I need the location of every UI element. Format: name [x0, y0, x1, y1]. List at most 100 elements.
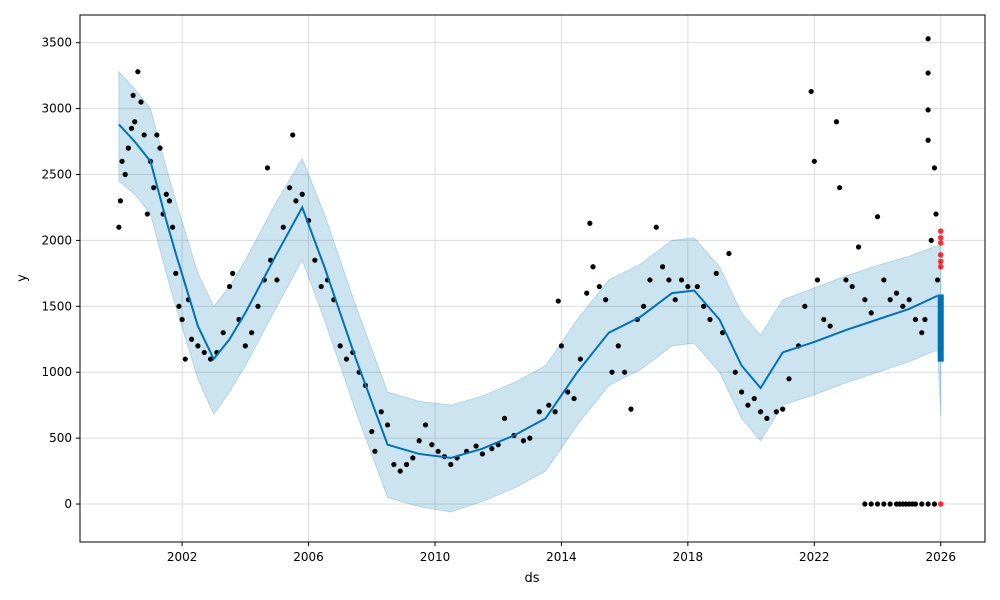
observation-point: [119, 158, 125, 164]
outlier-point: [937, 263, 944, 270]
observation-point: [410, 455, 416, 461]
observation-point: [925, 107, 931, 113]
observation-point: [590, 264, 596, 270]
observation-point: [264, 165, 271, 171]
observation-point: [666, 277, 672, 283]
observation-point: [713, 270, 719, 276]
observation-point: [773, 409, 779, 415]
observation-point: [615, 343, 621, 349]
observation-point: [933, 211, 939, 217]
observation-point: [372, 448, 378, 454]
observation-point: [622, 369, 628, 375]
observation-point: [925, 501, 931, 507]
observation-point: [397, 468, 403, 474]
observation-point: [312, 257, 318, 263]
observation-point: [117, 198, 124, 204]
observation-point: [811, 158, 817, 164]
observation-point: [701, 303, 707, 309]
observation-point: [707, 316, 713, 323]
observation-point: [571, 395, 577, 402]
observation-point: [249, 330, 255, 336]
observation-point: [343, 356, 350, 362]
observation-point: [255, 303, 261, 309]
y-tick-label: 1000: [41, 365, 72, 379]
outlier-point: [937, 240, 944, 246]
observation-point: [874, 501, 881, 507]
axis-ticks: 2002 2006 2010 2014 2018 2022 2026 0 500 1000 1500…: [41, 36, 956, 564]
observation-point: [552, 409, 558, 415]
x-axis-label: ds: [524, 571, 539, 586]
observation-point: [925, 36, 931, 42]
observation-point: [135, 69, 141, 75]
observation-point: [720, 330, 726, 336]
observation-point: [912, 501, 919, 507]
observation-point: [922, 316, 928, 323]
observation-point: [732, 369, 738, 375]
outlier-point: [937, 501, 944, 507]
observation-point: [868, 501, 874, 507]
observation-point: [435, 448, 441, 454]
observation-point: [925, 70, 931, 76]
x-tick-label: 2014: [546, 550, 577, 564]
x-tick-label: 2002: [167, 550, 198, 564]
observation-point: [906, 297, 912, 303]
observation-point: [520, 438, 527, 444]
observation-point: [780, 406, 786, 412]
y-tick-label: 3500: [41, 36, 72, 50]
observation-point: [587, 220, 593, 226]
y-tick-label: 500: [49, 431, 72, 445]
observation-point: [116, 224, 122, 230]
observation-point: [473, 443, 479, 449]
observation-point: [745, 402, 751, 408]
y-tick-label: 3000: [41, 102, 72, 116]
x-tick-label: 2006: [293, 550, 324, 564]
observation-point: [130, 92, 136, 99]
observation-point: [609, 369, 615, 375]
observation-point: [678, 277, 685, 283]
y-tick-label: 2000: [41, 233, 72, 247]
observation-point: [647, 277, 653, 283]
observation-point: [751, 395, 757, 402]
observation-point: [919, 501, 925, 507]
observation-point: [369, 428, 375, 435]
observation-point: [685, 283, 691, 290]
observation-point: [536, 409, 542, 415]
observation-point: [318, 283, 324, 290]
observation-point: [274, 277, 280, 283]
observation-point: [138, 99, 144, 105]
observation-point: [577, 356, 583, 362]
observation-point: [166, 198, 173, 204]
observation-point: [384, 422, 391, 428]
yhat-line: [118, 123, 939, 459]
observation-point: [928, 237, 934, 244]
observation-point: [207, 356, 214, 362]
observation-point: [836, 185, 843, 191]
y-tick-label: 2500: [41, 167, 72, 181]
observation-point: [286, 185, 293, 191]
observation-point: [855, 244, 862, 250]
plot-frame: [79, 14, 986, 543]
observation-point: [122, 171, 128, 178]
observation-point: [887, 501, 893, 507]
observation-point: [293, 198, 299, 204]
observation-point: [874, 214, 881, 220]
observation-point: [226, 283, 233, 290]
uncertainty-band: [118, 70, 942, 513]
observation-point: [603, 297, 609, 303]
observation-point: [900, 303, 906, 309]
outliers: [937, 228, 944, 507]
observation-point: [448, 461, 454, 468]
observation-point: [501, 415, 508, 421]
observation-point: [558, 343, 565, 349]
observation-point: [641, 303, 647, 309]
y-axis-label: y: [15, 274, 30, 282]
y-tick-label: 0: [64, 497, 72, 511]
observation-point: [757, 409, 764, 415]
observation-point: [280, 224, 286, 230]
observation-point: [726, 250, 732, 257]
observation-point: [403, 461, 410, 468]
observation-point: [242, 343, 248, 349]
observation-point: [868, 310, 874, 316]
observation-point: [739, 389, 745, 395]
